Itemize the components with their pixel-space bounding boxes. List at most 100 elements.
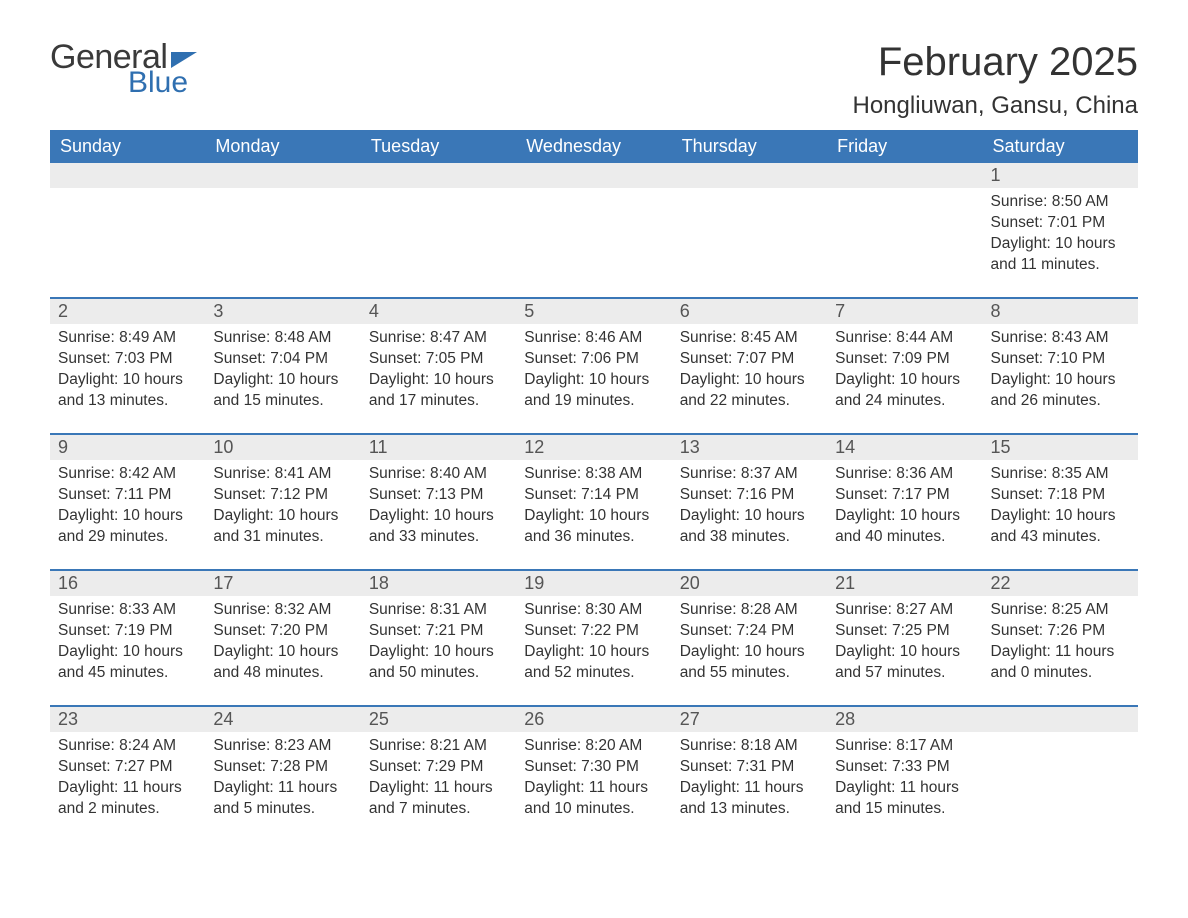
day-details-cell: Sunrise: 8:32 AMSunset: 7:20 PMDaylight:… — [205, 596, 360, 706]
sunset-text: Sunset: 7:18 PM — [991, 485, 1130, 506]
details-row: Sunrise: 8:49 AMSunset: 7:03 PMDaylight:… — [50, 324, 1138, 434]
details-row: Sunrise: 8:50 AMSunset: 7:01 PMDaylight:… — [50, 188, 1138, 298]
sunrise-text: Sunrise: 8:25 AM — [991, 600, 1130, 621]
weekday-header: Monday — [205, 130, 360, 163]
day-details-cell: Sunrise: 8:25 AMSunset: 7:26 PMDaylight:… — [983, 596, 1138, 706]
sunset-text: Sunset: 7:14 PM — [524, 485, 663, 506]
sunset-text: Sunset: 7:28 PM — [213, 757, 352, 778]
day-details-cell: Sunrise: 8:49 AMSunset: 7:03 PMDaylight:… — [50, 324, 205, 434]
daylight-text: Daylight: 10 hours and 24 minutes. — [835, 370, 974, 412]
daynum-row: 232425262728 — [50, 706, 1138, 732]
sunrise-text: Sunrise: 8:44 AM — [835, 328, 974, 349]
day-number-cell: 20 — [672, 570, 827, 596]
sunset-text: Sunset: 7:30 PM — [524, 757, 663, 778]
sunrise-text: Sunrise: 8:49 AM — [58, 328, 197, 349]
daynum-row: 9101112131415 — [50, 434, 1138, 460]
day-number-cell: 8 — [983, 298, 1138, 324]
day-details-cell: Sunrise: 8:18 AMSunset: 7:31 PMDaylight:… — [672, 732, 827, 842]
daylight-text: Daylight: 10 hours and 45 minutes. — [58, 642, 197, 684]
day-details-cell: Sunrise: 8:40 AMSunset: 7:13 PMDaylight:… — [361, 460, 516, 570]
day-number-cell: 27 — [672, 706, 827, 732]
calendar-page: General Blue February 2025 Hongliuwan, G… — [0, 0, 1188, 882]
day-number-cell: 9 — [50, 434, 205, 460]
day-number-cell: 3 — [205, 298, 360, 324]
day-details-cell: Sunrise: 8:46 AMSunset: 7:06 PMDaylight:… — [516, 324, 671, 434]
sunset-text: Sunset: 7:07 PM — [680, 349, 819, 370]
weekday-header: Sunday — [50, 130, 205, 163]
daylight-text: Daylight: 10 hours and 22 minutes. — [680, 370, 819, 412]
sunrise-text: Sunrise: 8:43 AM — [991, 328, 1130, 349]
sunset-text: Sunset: 7:33 PM — [835, 757, 974, 778]
day-number-cell: 28 — [827, 706, 982, 732]
daylight-text: Daylight: 10 hours and 50 minutes. — [369, 642, 508, 684]
day-number-cell: 15 — [983, 434, 1138, 460]
sunset-text: Sunset: 7:04 PM — [213, 349, 352, 370]
sunrise-text: Sunrise: 8:31 AM — [369, 600, 508, 621]
day-number-cell: 11 — [361, 434, 516, 460]
daylight-text: Daylight: 11 hours and 7 minutes. — [369, 778, 508, 820]
day-details-cell: Sunrise: 8:20 AMSunset: 7:30 PMDaylight:… — [516, 732, 671, 842]
day-number-cell — [827, 163, 982, 188]
day-details-cell — [516, 188, 671, 298]
sunrise-text: Sunrise: 8:24 AM — [58, 736, 197, 757]
day-details-cell: Sunrise: 8:38 AMSunset: 7:14 PMDaylight:… — [516, 460, 671, 570]
daylight-text: Daylight: 10 hours and 13 minutes. — [58, 370, 197, 412]
sunset-text: Sunset: 7:22 PM — [524, 621, 663, 642]
day-details-cell — [361, 188, 516, 298]
day-details-cell: Sunrise: 8:33 AMSunset: 7:19 PMDaylight:… — [50, 596, 205, 706]
sunset-text: Sunset: 7:20 PM — [213, 621, 352, 642]
day-number-cell: 22 — [983, 570, 1138, 596]
sunset-text: Sunset: 7:19 PM — [58, 621, 197, 642]
sunset-text: Sunset: 7:21 PM — [369, 621, 508, 642]
day-number-cell: 21 — [827, 570, 982, 596]
daylight-text: Daylight: 10 hours and 52 minutes. — [524, 642, 663, 684]
day-number-cell — [672, 163, 827, 188]
logo-text-blue: Blue — [128, 68, 188, 98]
day-details-cell — [672, 188, 827, 298]
daylight-text: Daylight: 10 hours and 48 minutes. — [213, 642, 352, 684]
sunrise-text: Sunrise: 8:23 AM — [213, 736, 352, 757]
details-row: Sunrise: 8:24 AMSunset: 7:27 PM Daylight:… — [50, 732, 1138, 842]
day-number-cell: 1 — [983, 163, 1138, 188]
sunrise-text: Sunrise: 8:38 AM — [524, 464, 663, 485]
day-details-cell: Sunrise: 8:28 AMSunset: 7:24 PMDaylight:… — [672, 596, 827, 706]
sunrise-text: Sunrise: 8:37 AM — [680, 464, 819, 485]
weekday-header: Thursday — [672, 130, 827, 163]
day-details-cell: Sunrise: 8:31 AMSunset: 7:21 PMDaylight:… — [361, 596, 516, 706]
sunrise-text: Sunrise: 8:48 AM — [213, 328, 352, 349]
sunrise-text: Sunrise: 8:45 AM — [680, 328, 819, 349]
day-number-cell — [205, 163, 360, 188]
month-title: February 2025 — [852, 40, 1138, 84]
daylight-text: Daylight: 11 hours and 10 minutes. — [524, 778, 663, 820]
weekday-header: Wednesday — [516, 130, 671, 163]
daynum-row: 2345678 — [50, 298, 1138, 324]
sunset-text: Sunset: 7:27 PM — [58, 757, 197, 778]
day-number-cell: 24 — [205, 706, 360, 732]
daylight-text: Daylight: 11 hours and 0 minutes. — [991, 642, 1130, 684]
daylight-text: Daylight: 10 hours and 55 minutes. — [680, 642, 819, 684]
daylight-text: Daylight: 10 hours and 33 minutes. — [369, 506, 508, 548]
sunset-text: Sunset: 7:12 PM — [213, 485, 352, 506]
day-details-cell: Sunrise: 8:37 AMSunset: 7:16 PMDaylight:… — [672, 460, 827, 570]
day-number-cell: 19 — [516, 570, 671, 596]
day-number-cell: 10 — [205, 434, 360, 460]
location-subtitle: Hongliuwan, Gansu, China — [852, 92, 1138, 120]
sunrise-text: Sunrise: 8:47 AM — [369, 328, 508, 349]
daylight-text: Daylight: 10 hours and 57 minutes. — [835, 642, 974, 684]
sunset-text: Sunset: 7:11 PM — [58, 485, 197, 506]
day-details-cell: Sunrise: 8:47 AMSunset: 7:05 PMDaylight:… — [361, 324, 516, 434]
logo: General Blue — [50, 40, 197, 98]
daylight-text: Daylight: 10 hours and 36 minutes. — [524, 506, 663, 548]
day-number-cell — [361, 163, 516, 188]
day-details-cell: Sunrise: 8:41 AMSunset: 7:12 PMDaylight:… — [205, 460, 360, 570]
sunset-text: Sunset: 7:17 PM — [835, 485, 974, 506]
day-details-cell: Sunrise: 8:44 AMSunset: 7:09 PMDaylight:… — [827, 324, 982, 434]
daynum-row: 16171819202122 — [50, 570, 1138, 596]
sunrise-text: Sunrise: 8:20 AM — [524, 736, 663, 757]
day-number-cell: 17 — [205, 570, 360, 596]
day-number-cell: 23 — [50, 706, 205, 732]
sunrise-text: Sunrise: 8:33 AM — [58, 600, 197, 621]
sunrise-text: Sunrise: 8:21 AM — [369, 736, 508, 757]
weekday-header: Friday — [827, 130, 982, 163]
sunset-text: Sunset: 7:06 PM — [524, 349, 663, 370]
